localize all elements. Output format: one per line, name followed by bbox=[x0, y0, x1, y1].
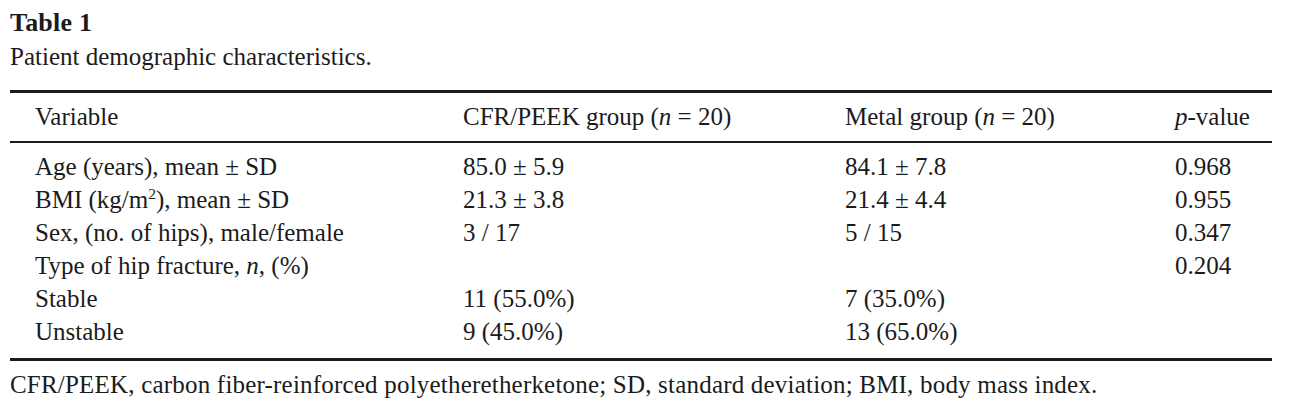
table-cell: 7 (35.0%) bbox=[845, 282, 1175, 315]
table-row: Unstable 9 (45.0%) 13 (65.0%) bbox=[10, 315, 1272, 360]
italic-text: n bbox=[246, 252, 259, 279]
text-segment: = 20) bbox=[995, 103, 1055, 130]
table-cell: 13 (65.0%) bbox=[845, 315, 1175, 360]
table-row: Age (years), mean ± SD 85.0 ± 5.9 84.1 ± 7… bbox=[10, 142, 1272, 183]
text-segment: CFR/PEEK group ( bbox=[463, 103, 659, 130]
text-segment: 7 (35.0%) bbox=[845, 285, 945, 312]
table-cell: 0.347 bbox=[1175, 216, 1272, 249]
text-segment: 0.204 bbox=[1175, 252, 1231, 279]
superscript-text: 2 bbox=[148, 185, 156, 202]
text-segment: 13 (65.0%) bbox=[845, 318, 957, 345]
table-cell: BMI (kg/m2), mean ± SD bbox=[10, 183, 463, 216]
table-cell: Sex, (no. of hips), male/female bbox=[10, 216, 463, 249]
table-row: Sex, (no. of hips), male/female 3 / 17 5 /… bbox=[10, 216, 1272, 249]
text-segment: , (%) bbox=[259, 252, 309, 279]
table-cell: Type of hip fracture, n, (%) bbox=[10, 249, 463, 282]
table-cell: 84.1 ± 7.8 bbox=[845, 142, 1175, 183]
table-header: VariableCFR/PEEK group (n = 20)Metal gro… bbox=[10, 92, 1272, 143]
column-header-metal-group: Metal group (n = 20) bbox=[845, 92, 1175, 143]
text-segment: -value bbox=[1188, 103, 1250, 130]
text-segment: Stable bbox=[35, 285, 98, 312]
column-header-cfr-peek-group: CFR/PEEK group (n = 20) bbox=[463, 92, 845, 143]
italic-text: n bbox=[659, 103, 672, 130]
table-footnote: CFR/PEEK, carbon fiber-reinforced polyet… bbox=[10, 368, 1272, 401]
table-cell: 9 (45.0%) bbox=[463, 315, 845, 360]
text-segment: 84.1 ± 7.8 bbox=[845, 153, 946, 180]
table-cell: 5 / 15 bbox=[845, 216, 1175, 249]
table-cell: 3 / 17 bbox=[463, 216, 845, 249]
text-segment: 21.4 ± 4.4 bbox=[845, 186, 946, 213]
text-segment: Unstable bbox=[35, 318, 124, 345]
table-cell: 21.3 ± 3.8 bbox=[463, 183, 845, 216]
table-cell: 85.0 ± 5.9 bbox=[463, 142, 845, 183]
italic-text: p bbox=[1175, 103, 1188, 130]
table-cell: 21.4 ± 4.4 bbox=[845, 183, 1175, 216]
table-cell: 0.204 bbox=[1175, 249, 1272, 282]
text-segment: Metal group ( bbox=[845, 103, 982, 130]
table-cell: 0.955 bbox=[1175, 183, 1272, 216]
text-segment: Variable bbox=[35, 103, 118, 130]
column-header-p-value: p-value bbox=[1175, 92, 1272, 143]
text-segment: = 20) bbox=[671, 103, 731, 130]
table-label: Table 1 bbox=[10, 6, 1272, 40]
text-segment: 0.968 bbox=[1175, 153, 1231, 180]
text-segment: 21.3 ± 3.8 bbox=[463, 186, 564, 213]
table-cell: Age (years), mean ± SD bbox=[10, 142, 463, 183]
column-header-variable: Variable bbox=[10, 92, 463, 143]
text-segment: ), mean ± SD bbox=[156, 186, 289, 213]
italic-text: n bbox=[982, 103, 995, 130]
table-cell bbox=[1175, 315, 1272, 360]
table-caption: Patient demographic characteristics. bbox=[10, 40, 1272, 74]
text-segment: 5 / 15 bbox=[845, 219, 902, 246]
text-segment: 85.0 ± 5.9 bbox=[463, 153, 564, 180]
text-segment: 0.955 bbox=[1175, 186, 1231, 213]
text-segment: Type of hip fracture, bbox=[35, 252, 246, 279]
text-segment: Sex, (no. of hips), male/female bbox=[35, 219, 344, 246]
paper-table-figure: Table 1 Patient demographic characterist… bbox=[0, 0, 1296, 408]
text-segment: 0.347 bbox=[1175, 219, 1231, 246]
table-cell bbox=[463, 249, 845, 282]
table-cell: 11 (55.0%) bbox=[463, 282, 845, 315]
table-cell bbox=[1175, 282, 1272, 315]
table-row: Stable 11 (55.0%) 7 (35.0%) bbox=[10, 282, 1272, 315]
header-row: VariableCFR/PEEK group (n = 20)Metal gro… bbox=[10, 92, 1272, 143]
table-body: Age (years), mean ± SD 85.0 ± 5.9 84.1 ± 7… bbox=[10, 142, 1272, 360]
text-segment: 9 (45.0%) bbox=[463, 318, 563, 345]
table-cell: 0.968 bbox=[1175, 142, 1272, 183]
table-cell bbox=[845, 249, 1175, 282]
table-cell: Stable bbox=[10, 282, 463, 315]
demographics-table: VariableCFR/PEEK group (n = 20)Metal gro… bbox=[10, 90, 1272, 361]
table-row: BMI (kg/m2), mean ± SD21.3 ± 3.821.4 ± 4… bbox=[10, 183, 1272, 216]
text-segment: Age (years), mean ± SD bbox=[35, 153, 277, 180]
text-segment: 11 (55.0%) bbox=[463, 285, 575, 312]
table-cell: Unstable bbox=[10, 315, 463, 360]
text-segment: BMI (kg/m bbox=[35, 186, 148, 213]
text-segment: 3 / 17 bbox=[463, 219, 520, 246]
table-row: Type of hip fracture, n, (%) 0.204 bbox=[10, 249, 1272, 282]
